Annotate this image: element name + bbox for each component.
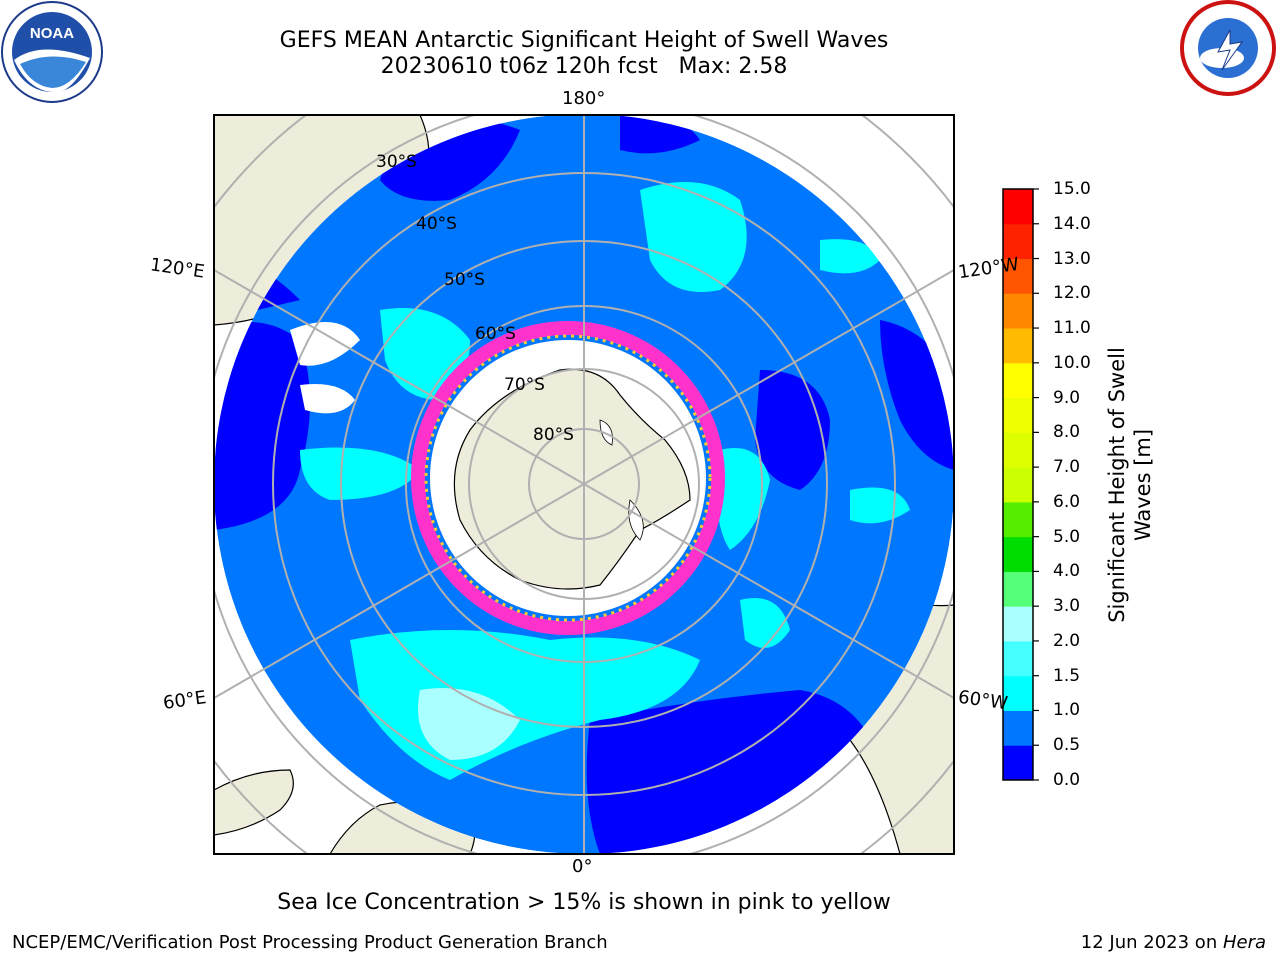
colorbar-tick-label: 8.0 [1053,422,1081,443]
colorbar-label-line2: Waves [m] [1131,428,1155,542]
colorbar-band [1003,571,1033,607]
colorbar-band [1003,745,1033,781]
colorbar-tick-label: 9.0 [1053,387,1081,408]
colorbar-band [1003,293,1033,329]
lon-label-180: 180° [562,88,606,109]
colorbar [1003,188,1039,781]
sea-ice-note: Sea Ice Concentration > 15% is shown in … [277,890,891,915]
colorbar-tick-label: 11.0 [1053,318,1091,339]
colorbar-band [1003,501,1033,538]
footer-date: 12 Jun 2023 on Hera [1081,932,1266,953]
colorbar-band [1003,189,1033,225]
colorbar-label: Significant Height of Swell Waves [m] [1104,347,1156,623]
chart-subtitle: 20230610 t06z 120h fcst Max: 2.58 [380,54,788,79]
noaa-logo: NOAA [1,1,103,103]
colorbar-tick-label: 3.0 [1053,596,1081,617]
colorbar-tick-label: 5.0 [1053,526,1081,547]
colorbar-border [1002,188,1034,781]
lat-label-30s: 30°S [376,152,417,172]
lat-label-70s: 70°S [504,375,545,395]
colorbar-tick-label: 1.0 [1053,700,1081,721]
colorbar-band [1003,362,1033,399]
lon-label-0: 0° [572,856,593,877]
colorbar-band [1003,640,1033,677]
colorbar-band [1003,675,1033,711]
colorbar-band [1003,223,1033,260]
colorbar-tick-label: 2.0 [1053,630,1081,651]
colorbar-band [1003,467,1033,503]
colorbar-band [1003,536,1033,572]
colorbar-band [1003,397,1033,433]
lat-label-50s: 50°S [444,270,485,290]
colorbar-tick-label: 0.0 [1053,770,1081,790]
colorbar-tick-label: 10.0 [1053,352,1091,373]
colorbar-tick-label: 7.0 [1053,457,1081,478]
colorbar-band [1003,328,1033,364]
graticule [214,115,954,854]
map-frame-border [213,114,955,855]
colorbar-label-line1: Significant Height of Swell [1105,347,1129,623]
colorbar-tick-label: 15.0 [1053,179,1091,199]
colorbar-tick-label: 13.0 [1053,248,1091,269]
footer-date-text: 12 Jun 2023 on [1080,932,1223,953]
colorbar-tick-label: 14.0 [1053,213,1091,234]
colorbar-tick-label: 1.5 [1053,665,1081,686]
footer-host: Hera [1222,932,1266,953]
lat-label-60s: 60°S [475,324,516,344]
lat-label-80s: 80°S [533,425,574,445]
colorbar-tick-label: 12.0 [1053,283,1091,304]
colorbar-band [1003,710,1033,746]
colorbar-band [1003,258,1033,294]
svg-text:NOAA: NOAA [30,25,74,42]
colorbar-band [1003,432,1033,468]
footer-branch: NCEP/EMC/Verification Post Processing Pr… [12,932,608,953]
colorbar-tick-label: 4.0 [1053,561,1081,582]
colorbar-tick-label: 6.0 [1053,491,1081,512]
lat-label-40s: 40°S [416,214,457,234]
nws-logo [1180,0,1276,96]
chart-title: GEFS MEAN Antarctic Significant Height o… [279,28,889,53]
colorbar-tick-label: 0.5 [1053,735,1081,756]
colorbar-band [1003,606,1033,642]
